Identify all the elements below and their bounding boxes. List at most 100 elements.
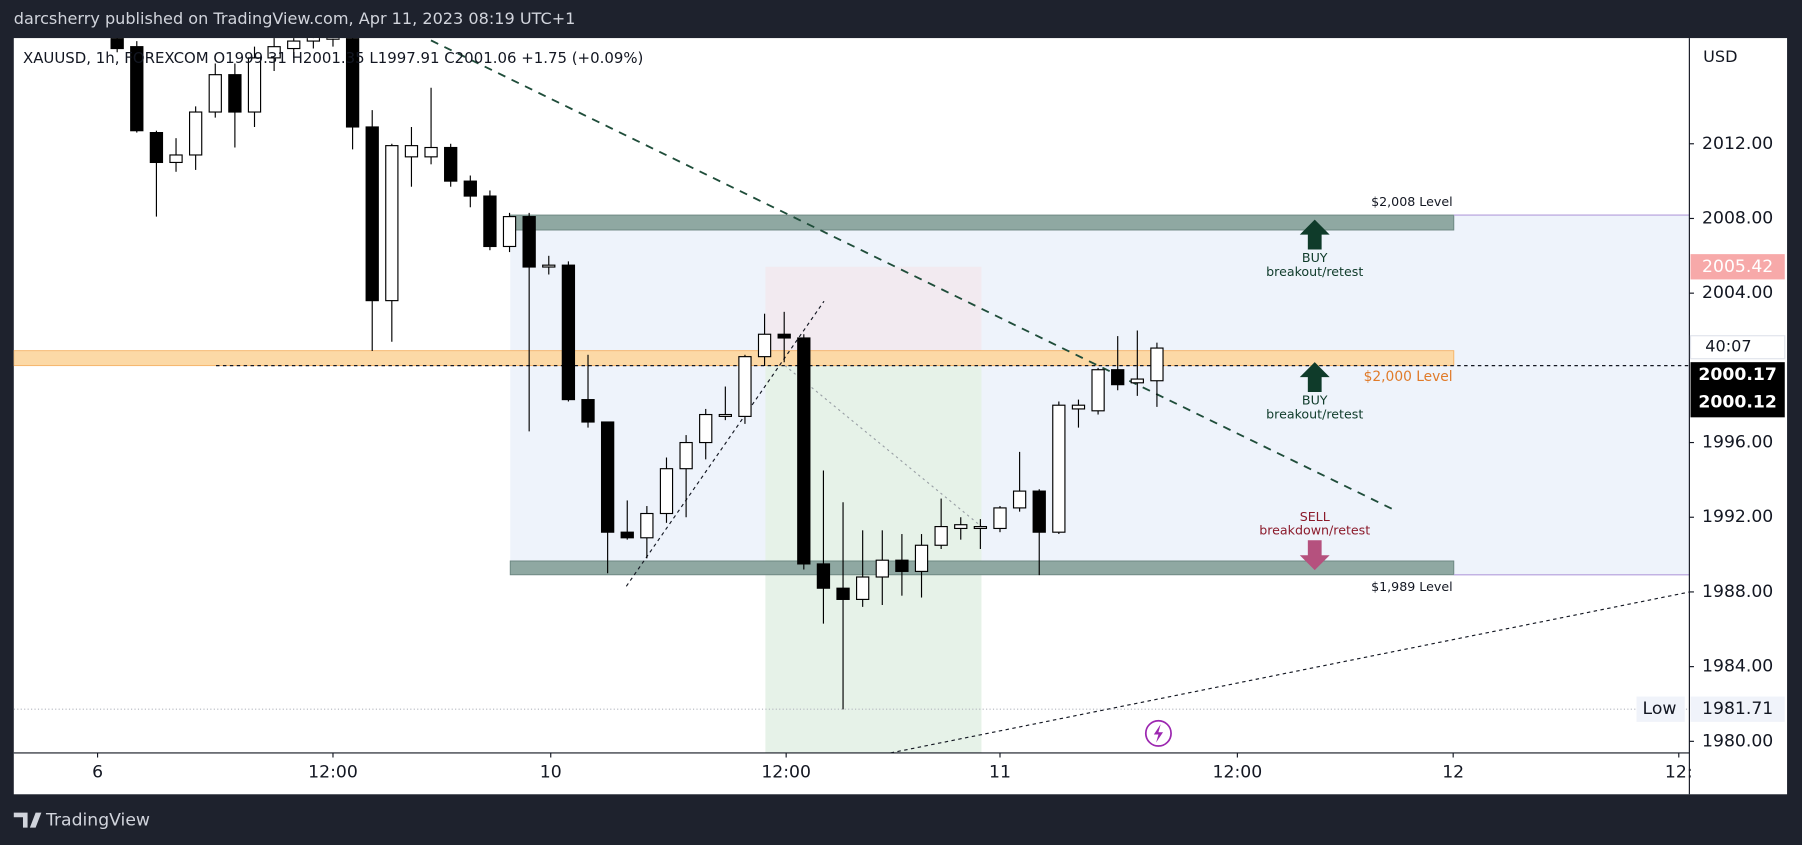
- buy-label: BUY: [1302, 250, 1328, 265]
- candle-body: [188, 111, 203, 156]
- brand-name[interactable]: TradingView: [45, 811, 150, 831]
- level-label: $1,989 Level: [1371, 579, 1453, 594]
- candle-body: [110, 38, 124, 50]
- buy-label: BUY: [1302, 393, 1328, 408]
- candle-body: [345, 38, 360, 128]
- y-tick-label: 1992.00: [1702, 507, 1773, 527]
- candle-body: [600, 421, 615, 533]
- prev-price: 2000.12: [1698, 392, 1776, 412]
- candle-body: [620, 531, 634, 539]
- low-label: Low: [1643, 699, 1677, 719]
- candle-body: [130, 46, 144, 132]
- candle-body: [973, 526, 988, 530]
- y-tick-label: 2008.00: [1702, 208, 1773, 228]
- candle-body: [483, 195, 497, 248]
- countdown-tag: [1689, 335, 1786, 360]
- last-price: 2000.17: [1698, 365, 1776, 385]
- candle-body: [247, 57, 262, 113]
- candle-body: [777, 333, 791, 339]
- candle-body: [1091, 369, 1105, 412]
- y-tick-label: 1984.00: [1702, 657, 1773, 677]
- candle-body: [1150, 347, 1164, 382]
- low-price-tag: [1690, 696, 1785, 722]
- candle-body: [267, 46, 281, 59]
- candle-body: [856, 576, 870, 600]
- candle-body: [287, 40, 301, 50]
- trendline: [625, 300, 825, 587]
- candle-body: [1071, 404, 1086, 410]
- level-label: $2,008 Level: [1371, 194, 1453, 209]
- candle-body: [444, 146, 458, 182]
- sell-label: SELL: [1300, 509, 1330, 524]
- buy-arrow: [1299, 219, 1330, 250]
- candle-body: [522, 216, 536, 268]
- x-tick-label: 12:: [1665, 762, 1693, 782]
- event-icon-bolt: [1153, 724, 1164, 743]
- candle-body: [149, 131, 164, 164]
- y-tick-label: 1980.00: [1702, 731, 1773, 751]
- x-tick-label: 12:00: [308, 762, 358, 782]
- candle-body: [561, 264, 576, 401]
- candle-body: [365, 126, 379, 302]
- low-price: 1981.71: [1702, 699, 1773, 719]
- candle-body: [816, 563, 831, 589]
- trendline: [784, 365, 982, 527]
- candle-body: [306, 38, 321, 42]
- candle-body: [757, 333, 772, 358]
- candle-body: [875, 559, 889, 578]
- candle-body: [738, 356, 752, 417]
- candle-body: [169, 154, 183, 164]
- candle-body: [1032, 490, 1046, 533]
- candle-body: [699, 413, 713, 444]
- candle-body: [1111, 369, 1125, 386]
- candle-body: [502, 216, 517, 248]
- candle-body: [326, 38, 340, 40]
- candle-body: [934, 526, 948, 546]
- bar-countdown: 40:07: [1705, 337, 1751, 356]
- candle-body: [954, 524, 968, 530]
- candle-body: [385, 145, 399, 302]
- level-zone: [13, 350, 1455, 367]
- candle-body: [914, 544, 929, 572]
- candle-body: [1130, 378, 1144, 384]
- sell-label: breakdown/retest: [1259, 523, 1370, 538]
- candle-body: [659, 468, 674, 515]
- candle-body: [640, 512, 654, 539]
- axes: 2012.00 2008.00 2004.00 1996.00 1992.00 1988.…: [92, 134, 1773, 783]
- candle-body: [463, 180, 477, 197]
- publish-info: darcsherry published on TradingView.com,…: [14, 9, 576, 28]
- alert-tag: [1690, 254, 1785, 280]
- buy-label: breakout/retest: [1266, 407, 1363, 422]
- y-tick-label: 2012.00: [1702, 134, 1773, 154]
- low-tag: [1636, 696, 1685, 722]
- last-price-tag: [1690, 362, 1785, 418]
- buy-label: breakout/retest: [1266, 264, 1363, 279]
- candle-body: [895, 559, 909, 572]
- candle-body: [228, 74, 242, 113]
- y-tick-label: 2004.00: [1702, 283, 1773, 303]
- level-zone: [509, 560, 1455, 576]
- candle-body: [797, 337, 811, 565]
- x-tick-label: 12: [1442, 762, 1464, 782]
- x-tick-label: 6: [92, 762, 103, 782]
- symbol-legend: XAUUSD, 1h, FOREXCOM O1999.31 H2001.35 L…: [23, 49, 643, 67]
- x-tick-label: 10: [540, 762, 562, 782]
- candle-body: [718, 413, 732, 417]
- x-tick-label: 11: [989, 762, 1011, 782]
- candle-body: [581, 399, 595, 423]
- candle-body: [542, 264, 556, 268]
- currency-label: USD: [1703, 47, 1737, 66]
- candle-body: [1052, 404, 1066, 533]
- candle-body: [836, 587, 850, 600]
- candle-body: [424, 146, 438, 158]
- x-tick-label: 12:00: [761, 762, 811, 782]
- level-label: $2,000 Level: [1364, 369, 1453, 385]
- candles: [110, 38, 1164, 710]
- sell-arrow: [1299, 540, 1330, 571]
- alert-price: 2005.42: [1702, 257, 1773, 277]
- candle-body: [404, 145, 419, 158]
- candle-body: [208, 74, 222, 113]
- candle-body: [1012, 490, 1027, 509]
